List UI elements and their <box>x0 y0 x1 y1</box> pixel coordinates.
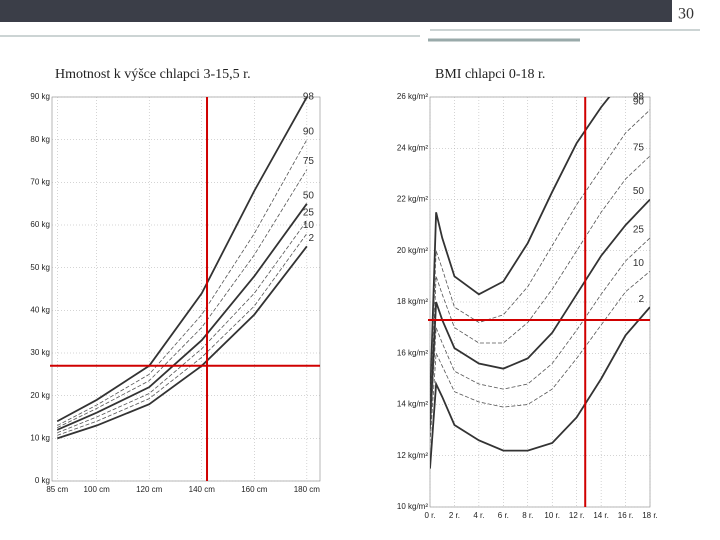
header-bar <box>0 0 672 22</box>
x-tick-label: 10 r. <box>544 511 560 520</box>
x-tick-label: 4 r. <box>473 511 484 520</box>
x-tick-label: 0 r. <box>424 511 435 520</box>
legend-label: 75 <box>303 156 315 167</box>
x-tick-label: 160 cm <box>241 485 268 494</box>
y-tick-label: 20 kg/m² <box>397 246 428 255</box>
percentile-line <box>56 97 308 423</box>
percentile-line <box>430 306 650 469</box>
chart-title: Hmotnost k výšce chlapci 3-15,5 r. <box>55 67 251 82</box>
x-tick-label: 14 r. <box>593 511 609 520</box>
x-tick-label: 6 r. <box>498 511 509 520</box>
x-tick-label: 8 r. <box>522 511 533 520</box>
legend-label: 25 <box>633 225 645 236</box>
page-number: 30 <box>678 6 694 23</box>
y-tick-label: 40 kg <box>30 305 50 314</box>
legend-label: 98 <box>303 92 315 103</box>
percentile-line <box>430 198 650 428</box>
legend-label: 2 <box>638 294 644 305</box>
legend-label: 90 <box>303 126 315 137</box>
legend-label: 50 <box>633 186 645 197</box>
plot-area <box>51 96 321 482</box>
y-tick-label: 90 kg <box>30 92 50 101</box>
x-tick-label: 16 r. <box>618 511 634 520</box>
legend-label: 25 <box>303 207 315 218</box>
x-tick-label: 18 r. <box>642 511 658 520</box>
x-tick-label: 85 cm <box>46 485 68 494</box>
y-tick-label: 24 kg/m² <box>397 143 428 152</box>
y-tick-label: 10 kg <box>30 433 50 442</box>
legend-label: 10 <box>633 258 645 269</box>
percentile-line <box>430 155 650 420</box>
percentile-line <box>57 220 308 434</box>
percentile-line <box>57 139 308 426</box>
percentile-line <box>56 245 308 440</box>
y-tick-label: 60 kg <box>30 220 50 229</box>
legend-label: 50 <box>303 190 315 201</box>
y-tick-label: 16 kg/m² <box>397 348 428 357</box>
y-tick-label: 14 kg/m² <box>397 400 428 409</box>
percentile-line <box>57 169 308 429</box>
y-tick-label: 20 kg <box>30 391 50 400</box>
y-tick-label: 22 kg/m² <box>397 195 428 204</box>
y-tick-label: 12 kg/m² <box>397 451 428 460</box>
x-tick-label: 2 r. <box>449 511 460 520</box>
percentile-line <box>57 233 308 436</box>
y-tick-label: 70 kg <box>30 177 50 186</box>
y-tick-label: 18 kg/m² <box>397 297 428 306</box>
x-tick-label: 180 cm <box>294 485 321 494</box>
legend-label: 98 <box>633 92 645 103</box>
legend-label: 2 <box>308 233 314 244</box>
y-tick-label: 10 kg/m² <box>397 502 428 511</box>
legend-label: 75 <box>633 143 645 154</box>
y-tick-label: 26 kg/m² <box>397 92 428 101</box>
percentile-line <box>56 203 308 431</box>
legend-label: 90 <box>633 96 645 107</box>
x-tick-label: 140 cm <box>189 485 216 494</box>
x-tick-label: 12 r. <box>569 511 585 520</box>
chart-title: BMI chlapci 0-18 r. <box>435 67 545 82</box>
y-tick-label: 30 kg <box>30 348 50 357</box>
y-tick-label: 0 kg <box>35 476 50 485</box>
percentile-line <box>430 109 650 413</box>
x-tick-label: 120 cm <box>136 485 163 494</box>
percentile-line <box>430 97 611 405</box>
legend-label: 10 <box>303 220 315 231</box>
x-tick-label: 100 cm <box>84 485 111 494</box>
y-tick-label: 80 kg <box>30 135 50 144</box>
percentile-line <box>430 237 650 436</box>
y-tick-label: 50 kg <box>30 263 50 272</box>
